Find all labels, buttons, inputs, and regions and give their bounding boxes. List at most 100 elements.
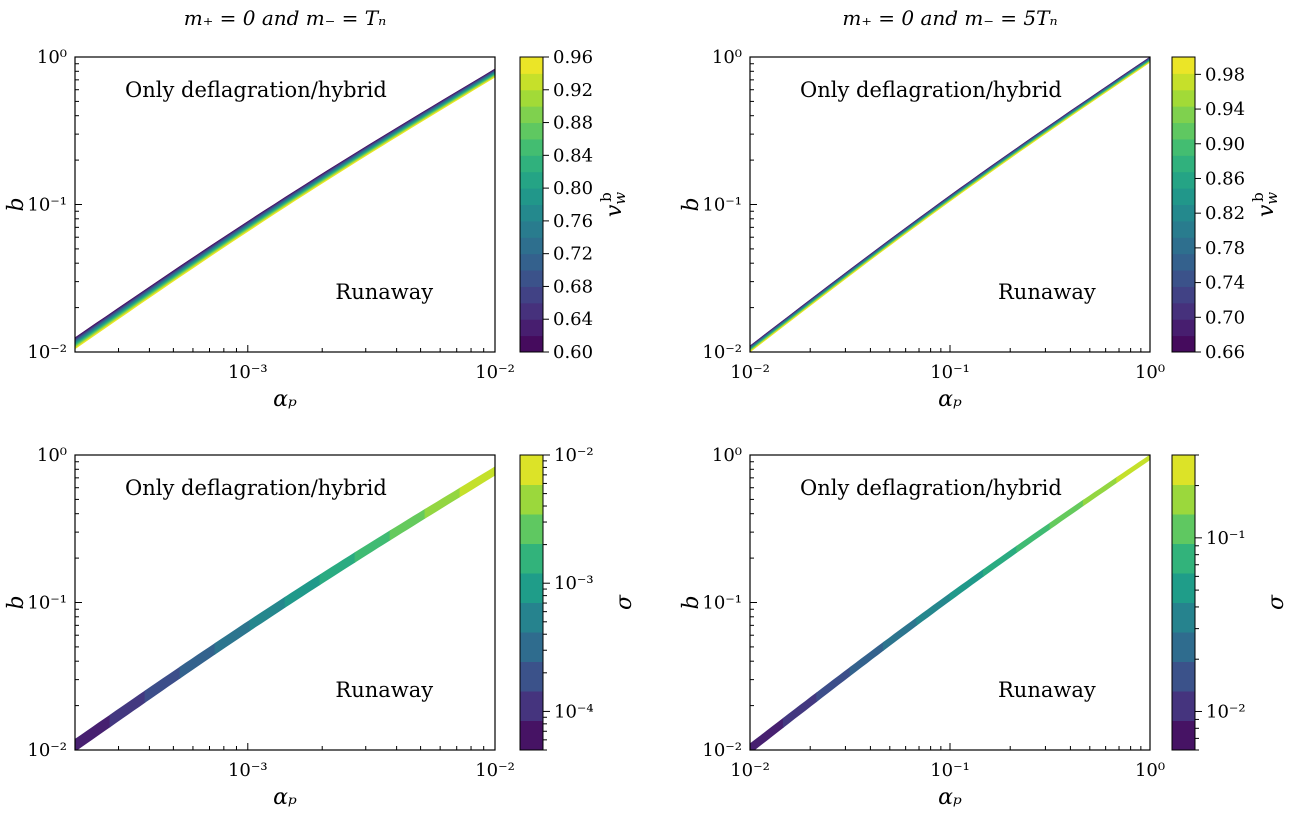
colorbar-swatch [1172,573,1195,603]
colorbar-swatch [1172,661,1195,692]
y-axis-label: b [4,595,29,609]
colorbar-label-sub: w [1263,192,1281,205]
colorbar-swatch [520,302,543,320]
colorbar-tick-label: 10⁻¹ [1206,528,1246,549]
colorbar-swatch [520,602,543,633]
colorbar-swatch [520,632,543,662]
annotation-deflagration: Only deflagration/hybrid [800,476,1062,500]
colorbar-tick-label: 0.80 [553,178,593,199]
colorbar: 10⁻¹ 10⁻² σ [1171,454,1289,751]
y-tick-label: 10⁰ [37,445,67,466]
annotation-deflagration: Only deflagration/hybrid [125,78,387,102]
colorbar-frame [519,454,544,751]
colorbar-swatch [520,253,543,271]
colorbar-swatch [1172,602,1195,633]
colorbar-swatch [520,455,543,485]
colorbar-label-text: σ [1264,594,1289,610]
x-tick-label: 10⁻³ [228,362,268,383]
band [75,466,495,750]
colorbar-swatch [1172,335,1195,353]
colorbar-tick-label: 0.90 [1205,134,1245,155]
colorbar-tick-label: 0.82 [1205,203,1245,224]
band-segment [816,666,851,703]
colorbar-swatch [1172,455,1195,485]
colorbar-swatch [520,335,543,353]
y-tick-label: 10⁰ [712,47,742,68]
y-axis-label: b [4,197,29,211]
colorbar-label-main: v [1254,204,1279,217]
colorbar-swatch [1172,204,1195,222]
colorbar-swatch [1172,286,1195,304]
colorbar-label-text: σ [612,594,637,610]
band-stripe [750,61,1150,352]
x-tick-label: 10⁻² [730,362,770,383]
band-stripe [75,76,495,350]
colorbar-label-sub: w [611,192,629,205]
band-segment [249,596,286,632]
colorbar-swatch [1172,319,1195,337]
y-axis-label: b [679,197,704,211]
colorbar-swatch [520,514,543,544]
band-stripe [75,74,495,348]
band-stripe [75,75,495,349]
colorbar-tick-label: 10⁻⁴ [554,701,594,722]
band-segment [782,691,818,729]
colorbar-tick-label: 0.88 [553,113,593,134]
band-segment [949,568,984,602]
colorbar-tick-label: 0.66 [1205,342,1245,363]
annotation-runaway: Runaway [998,678,1096,702]
band-segment [916,592,951,626]
colorbar-label: σ [1264,594,1289,610]
x-axis-label: αₚ [938,387,962,412]
y-tick-label: 10⁻² [702,740,742,761]
colorbar-swatch [520,319,543,337]
colorbar-swatch [520,220,543,238]
colorbar-tick-label: 10⁻² [1206,701,1246,722]
panel-4: 10⁻² 10⁻¹ 10⁰ 10⁻² 10⁻¹ 10⁰ αₚ b Only deflagrati… [679,445,1289,810]
colorbar-swatch [1172,543,1195,574]
colorbar-tick-label: 0.96 [553,47,593,68]
x-tick-label: 10⁻¹ [930,760,970,781]
band-segment [144,666,181,704]
colorbar-swatch [1172,632,1195,662]
band-stripe [750,61,1150,352]
band [750,455,1150,750]
colorbar-tick-label: 0.68 [553,276,593,297]
band-segment [1116,455,1150,484]
panel-title: m₊ = 0 and m₋ = 5Tₙ [842,6,1057,30]
colorbar-label: vwb [597,192,629,217]
colorbar-swatch [1172,253,1195,271]
colorbar-swatch [520,171,543,189]
y-tick-label: 10⁻² [27,342,67,363]
x-axis-label: αₚ [938,785,962,810]
band [75,68,495,350]
colorbar-frame [519,56,544,353]
colorbar-label-sup: b [597,192,615,202]
x-tick-label: 10⁻² [475,362,515,383]
colorbar-tick-label: 0.86 [1205,168,1245,189]
colorbar-swatch [520,573,543,603]
colorbar-label: vwb [1249,192,1281,217]
colorbar-swatch [1172,237,1195,255]
colorbar-swatch [520,270,543,287]
colorbar-swatch [520,484,543,515]
band-segment [1016,522,1051,554]
band-segment [75,714,111,750]
band-stripe [750,60,1150,352]
colorbar-swatch [520,73,543,91]
colorbar-swatch [1172,720,1195,751]
colorbar-swatch [520,204,543,222]
colorbar-tick-label: 0.78 [1205,238,1245,259]
band-stripe [750,60,1150,351]
panel-title: m₊ = 0 and m₋ = Tₙ [184,6,386,30]
colorbar-swatch [520,286,543,304]
colorbar: 0.96 0.92 0.88 0.84 0.80 0.76 0.72 0.68 0.64 0.60… [519,47,629,363]
x-tick-label: 10⁻³ [228,760,268,781]
x-tick-label: 10⁰ [1135,760,1165,781]
colorbar-swatch [520,122,543,140]
x-axis-label: αₚ [273,785,297,810]
band-stripe [75,75,495,348]
band-segment [982,545,1018,578]
colorbar-swatch [520,691,543,721]
